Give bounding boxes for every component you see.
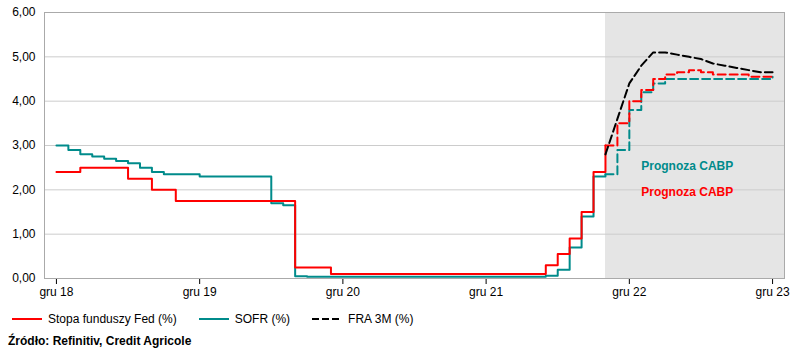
svg-text:4,00: 4,00 [12, 94, 36, 108]
svg-text:gru 23: gru 23 [756, 285, 790, 299]
svg-text:5,00: 5,00 [12, 50, 36, 64]
html-text:SOFR (%): SOFR (%) [234, 312, 291, 326]
svg-text:1,00: 1,00 [12, 227, 36, 241]
svg-text:3,00: 3,00 [12, 138, 36, 152]
svg-text:6,00: 6,00 [12, 5, 36, 19]
svg-text:gru 22: gru 22 [612, 285, 646, 299]
svg-text:gru 21: gru 21 [469, 285, 503, 299]
html-text:Źródło: Refinitiv, Credit Agri: Źródło: Refinitiv, Credit Agricole [8, 334, 192, 348]
svg-text:2,00: 2,00 [12, 183, 36, 197]
html-text:FRA 3M (%): FRA 3M (%) [348, 312, 414, 326]
svg-text:gru 18: gru 18 [39, 285, 73, 299]
svg-text:gru 20: gru 20 [326, 285, 360, 299]
svg-text:gru 19: gru 19 [183, 285, 217, 299]
svg-text:Prognoza CABP: Prognoza CABP [641, 159, 733, 173]
svg-text:0,00: 0,00 [12, 271, 36, 285]
svg-text:Prognoza CABP: Prognoza CABP [641, 185, 733, 199]
html-text:Stopa funduszy Fed (%): Stopa funduszy Fed (%) [48, 312, 177, 326]
